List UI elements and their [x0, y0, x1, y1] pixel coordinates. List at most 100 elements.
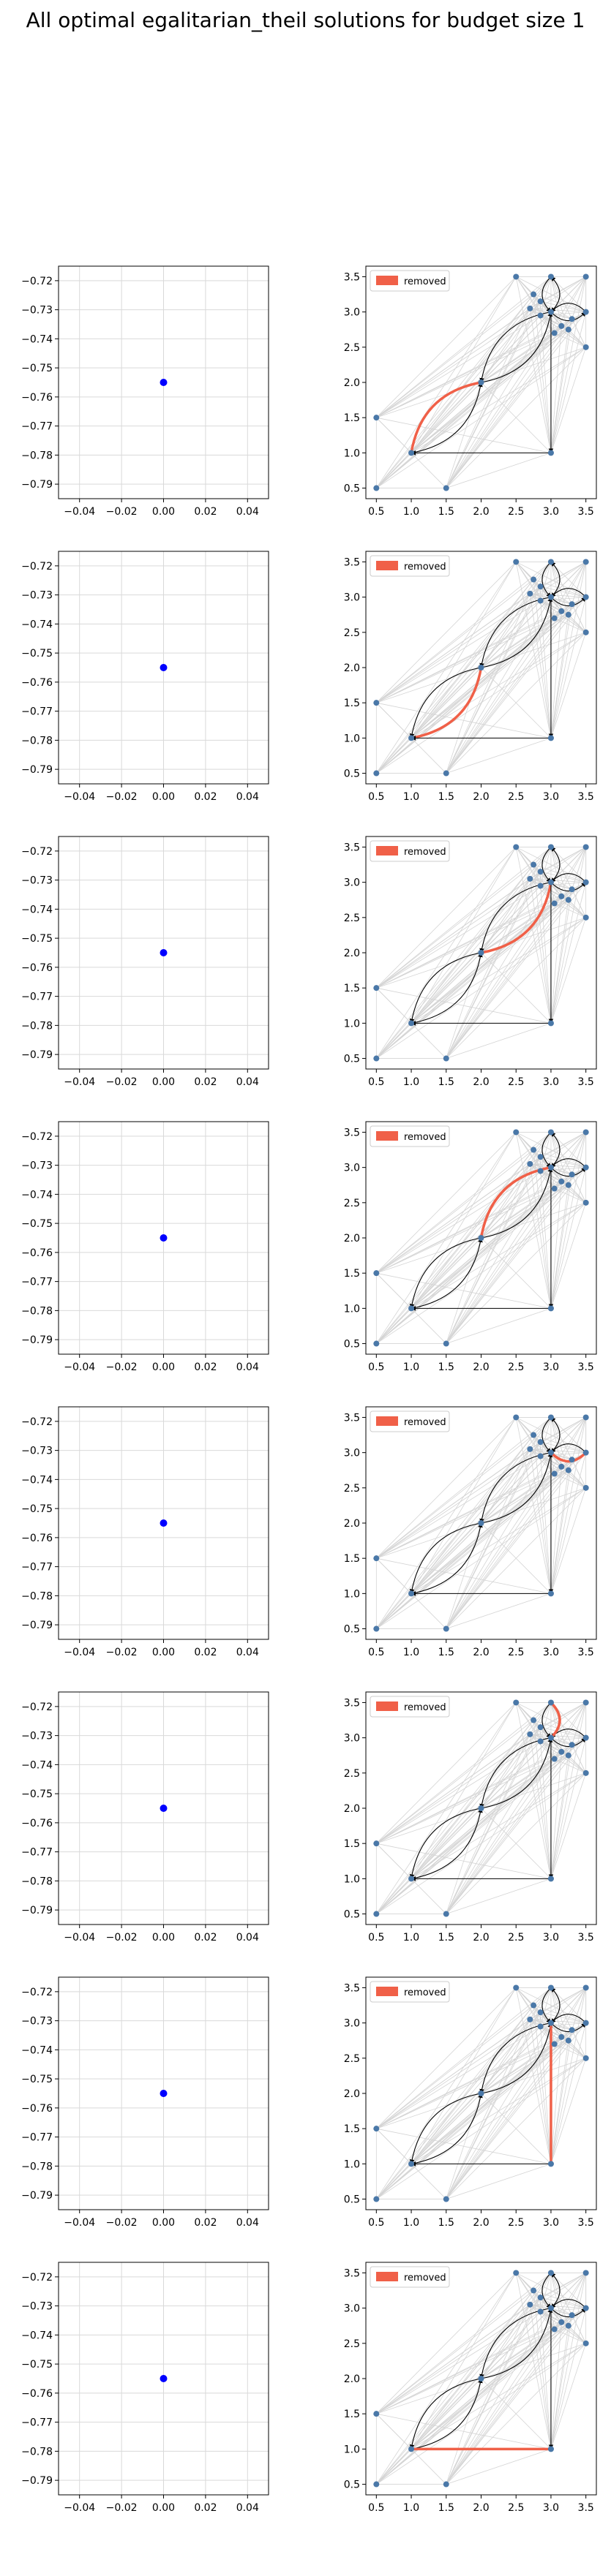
network-node: [547, 1305, 554, 1312]
background-edge: [376, 2311, 541, 2414]
background-edge: [554, 618, 586, 633]
legend-swatch: [376, 1416, 398, 1426]
background-edge: [411, 2308, 586, 2450]
y-tick-label: 1.0: [344, 2444, 360, 2455]
background-edge: [571, 1987, 587, 2031]
data-point: [160, 949, 168, 956]
background-edge: [533, 2005, 552, 2164]
x-tick-label: 0.02: [194, 506, 217, 518]
network-node: [537, 869, 544, 875]
background-edge: [530, 308, 586, 313]
y-tick-label: 1.5: [344, 983, 360, 994]
background-edge: [411, 2329, 555, 2450]
x-tick-label: 2.0: [473, 1076, 489, 1088]
network-node: [582, 1699, 589, 1706]
background-edge: [554, 2044, 586, 2059]
y-tick-label: 1.0: [344, 1018, 360, 1030]
network-node: [531, 2287, 537, 2294]
scatter-grid: [59, 1692, 269, 1925]
data-point: [160, 1234, 168, 1242]
network-panel: 0.5 0.5 1.0 1.0 1.5 1.5 2.0 2.0 2.5 2.5 3.0 3.0 3.5 3…: [344, 1691, 597, 1944]
network-node: [569, 1742, 575, 1748]
network-node: [582, 1484, 589, 1491]
y-tick-label: −0.78: [21, 735, 53, 747]
network-node: [537, 1724, 544, 1731]
background-edge: [571, 847, 587, 890]
network-node: [582, 594, 589, 600]
x-tick-label: 0.02: [194, 1076, 217, 1088]
background-edge: [411, 1987, 552, 2164]
background-edge: [446, 1163, 531, 1344]
legend: removed: [370, 2266, 450, 2288]
x-tick-label: 1.5: [438, 1647, 454, 1658]
network-node: [547, 2446, 554, 2452]
background-edge: [481, 2019, 531, 2094]
background-edge: [376, 667, 481, 703]
scatter-panel: −0.04 −0.02 0.00 0.02 0.04 −0.72 −0.73 −0.74 −0.…: [21, 1406, 269, 1658]
legend: removed: [370, 1696, 450, 1718]
background-edge: [411, 586, 541, 739]
x-tick-label: 0.5: [368, 1932, 384, 1944]
background-edge: [411, 333, 555, 453]
background-edge: [446, 1737, 586, 1914]
background-edge: [554, 2329, 586, 2344]
background-edge: [533, 2290, 541, 2312]
background-edge: [529, 308, 552, 453]
network-node: [537, 1738, 544, 1745]
y-tick-label: 1.5: [344, 1268, 360, 1280]
network-node: [582, 879, 589, 885]
background-edge: [376, 318, 572, 418]
legend-label: removed: [404, 2273, 446, 2284]
background-edge: [376, 603, 572, 703]
network-edge: [550, 311, 587, 322]
background-edge: [376, 885, 541, 989]
background-edge: [376, 1702, 552, 1844]
x-tick-label: 3.0: [543, 2217, 559, 2229]
background-edge: [411, 579, 534, 739]
background-edge: [481, 614, 569, 668]
network-node: [527, 1731, 533, 1737]
background-edge: [530, 2304, 586, 2309]
scatter-panel: −0.04 −0.02 0.00 0.02 0.04 −0.72 −0.73 −0.74 −0.…: [21, 1121, 269, 1373]
y-tick-label: −0.72: [21, 1416, 53, 1428]
y-tick-label: 2.5: [344, 1768, 360, 1780]
y-tick-label: 2.0: [344, 1233, 360, 1244]
background-edge: [540, 586, 586, 598]
background-edge: [481, 2297, 541, 2379]
network-edge: [411, 382, 483, 453]
y-tick-label: −0.77: [21, 2132, 53, 2144]
background-edge: [571, 1174, 587, 1203]
network-node: [373, 1055, 380, 1062]
y-tick-label: −0.74: [21, 1474, 53, 1486]
legend: removed: [370, 1981, 450, 2003]
background-edge: [554, 311, 586, 333]
network-node: [478, 2090, 484, 2096]
network-node: [558, 1463, 565, 1470]
background-edge: [550, 847, 572, 890]
background-edge: [571, 2030, 587, 2058]
background-edge: [550, 632, 587, 739]
network-node: [582, 1449, 589, 1456]
background-edge: [376, 2329, 555, 2414]
network-node: [408, 1876, 415, 1882]
network-node: [547, 1449, 554, 1456]
network-edge: [481, 2307, 553, 2379]
background-edge: [481, 1156, 541, 1239]
background-edge: [540, 1456, 552, 1594]
network-node: [547, 1734, 554, 1741]
network-node: [569, 2312, 575, 2319]
background-edge: [481, 2093, 552, 2164]
network-node: [443, 1625, 449, 1632]
network-edge: [411, 1237, 483, 1309]
background-edge: [411, 1737, 586, 1879]
network-edge: [409, 1237, 481, 1310]
background-edge: [550, 847, 562, 896]
x-tick-label: 1.5: [438, 506, 454, 518]
background-edge: [554, 1737, 586, 1759]
network-node: [582, 844, 589, 850]
background-edge: [516, 1987, 586, 2023]
background-edge: [376, 333, 555, 418]
background-edge: [550, 1459, 572, 1594]
network-node: [531, 576, 537, 583]
x-tick-label: 1.0: [403, 506, 419, 518]
